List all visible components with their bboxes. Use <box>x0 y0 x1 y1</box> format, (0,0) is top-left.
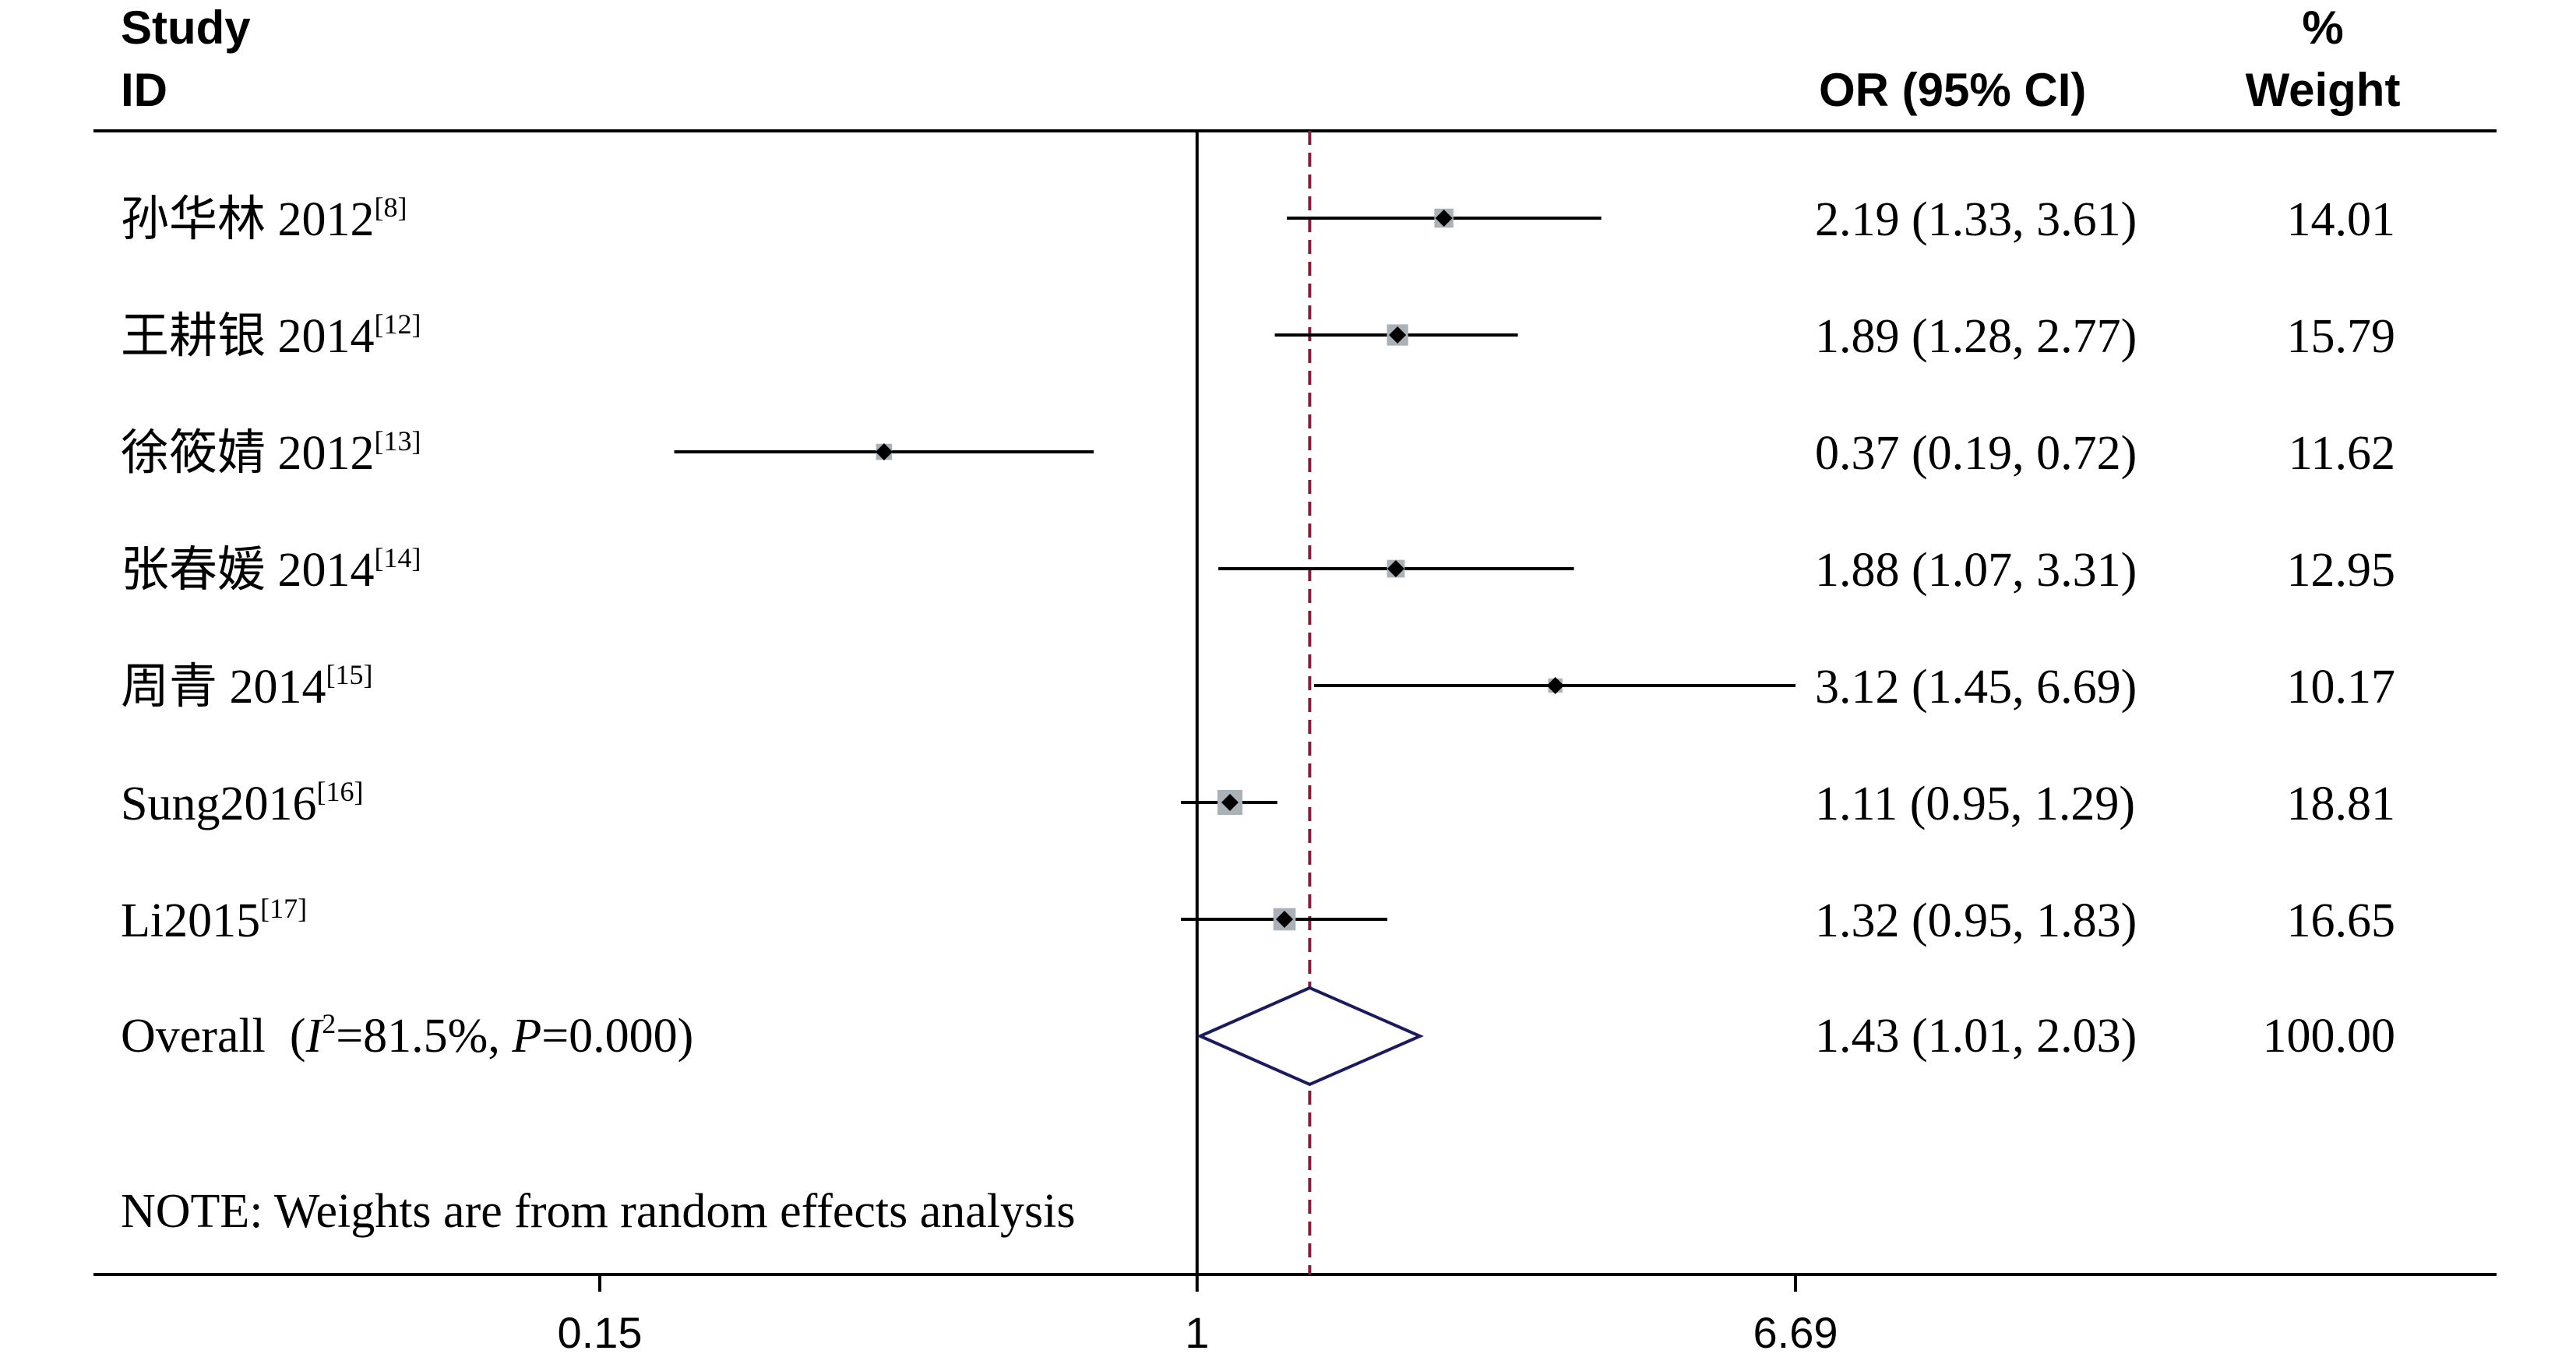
x-tick-label-2: 6.69 <box>1753 1308 1838 1357</box>
study-label: 王耕银 2014[12] <box>121 309 421 363</box>
study-label: 孙华林 2012[8] <box>121 192 407 246</box>
study-row: Li2015[17] 1.32 (0.95, 1.83) 16.65 <box>121 893 2395 947</box>
overall-or-text: 1.43 (1.01, 2.03) <box>1815 1010 2137 1063</box>
x-axis-ticks: 0.15 1 6.69 <box>558 1275 1838 1357</box>
point-estimate <box>1389 326 1407 344</box>
study-row: 孙华林 2012[8] 2.19 (1.33, 3.61) 14.01 <box>121 192 2395 246</box>
note-text: NOTE: Weights are from random effects an… <box>121 1185 1075 1238</box>
or-ci-text: 1.89 (1.28, 2.77) <box>1815 310 2137 363</box>
x-tick-label-0: 0.15 <box>558 1308 643 1357</box>
or-ci-text: 2.19 (1.33, 3.61) <box>1815 193 2137 246</box>
weight-header-line1: % <box>2302 2 2343 54</box>
study-label: Li2015[17] <box>121 893 307 947</box>
study-label: 周青 2014[15] <box>121 659 373 714</box>
or-header: OR (95% CI) <box>1819 64 2086 116</box>
point-estimate <box>1546 677 1564 694</box>
or-ci-text: 3.12 (1.45, 6.69) <box>1815 661 2137 714</box>
weight-text: 11.62 <box>2289 427 2395 480</box>
x-tick-label-1: 1 <box>1185 1308 1209 1357</box>
point-estimate <box>1387 560 1404 577</box>
overall-row: Overall (I2=81.5%, P=0.000) 1.43 (1.01, … <box>121 985 2396 1087</box>
weight-text: 16.65 <box>2287 894 2396 947</box>
weight-text: 12.95 <box>2287 544 2396 597</box>
study-label: 张春媛 2014[14] <box>121 542 421 597</box>
study-row: 张春媛 2014[14] 1.88 (1.07, 3.31) 12.95 <box>121 542 2395 597</box>
study-rows: 孙华林 2012[8] 2.19 (1.33, 3.61) 14.01 王耕银 201… <box>121 192 2395 947</box>
or-ci-text: 0.37 (0.19, 0.72) <box>1815 427 2137 480</box>
or-ci-text: 1.32 (0.95, 1.83) <box>1815 894 2137 947</box>
study-row: Sung2016[16] 1.11 (0.95, 1.29) 18.81 <box>121 776 2395 830</box>
point-estimate <box>875 443 893 460</box>
or-ci-text: 1.11 (0.95, 1.29) <box>1815 777 2135 830</box>
overall-label: Overall (I2=81.5%, P=0.000) <box>121 1008 693 1063</box>
study-row: 徐筱婧 2012[13] 0.37 (0.19, 0.72) 11.62 <box>121 425 2395 480</box>
weight-text: 10.17 <box>2287 661 2396 714</box>
or-ci-text: 1.88 (1.07, 3.31) <box>1815 544 2137 597</box>
weight-text: 15.79 <box>2287 310 2396 363</box>
point-estimate <box>1435 210 1453 227</box>
weight-text: 18.81 <box>2287 777 2396 830</box>
study-label: Sung2016[16] <box>121 776 363 830</box>
weight-header-line2: Weight <box>2246 64 2401 116</box>
point-estimate <box>1221 794 1239 811</box>
study-header-line1: Study <box>121 2 251 54</box>
weight-text: 14.01 <box>2287 193 2396 246</box>
study-row: 周青 2014[15] 3.12 (1.45, 6.69) 10.17 <box>121 659 2395 714</box>
study-label: 徐筱婧 2012[13] <box>121 425 421 480</box>
overall-weight-text: 100.00 <box>2263 1010 2396 1063</box>
study-header-line2: ID <box>121 64 167 116</box>
point-estimate <box>1276 911 1294 928</box>
study-row: 王耕银 2014[12] 1.89 (1.28, 2.77) 15.79 <box>121 309 2395 363</box>
overall-diamond <box>1196 985 1424 1087</box>
